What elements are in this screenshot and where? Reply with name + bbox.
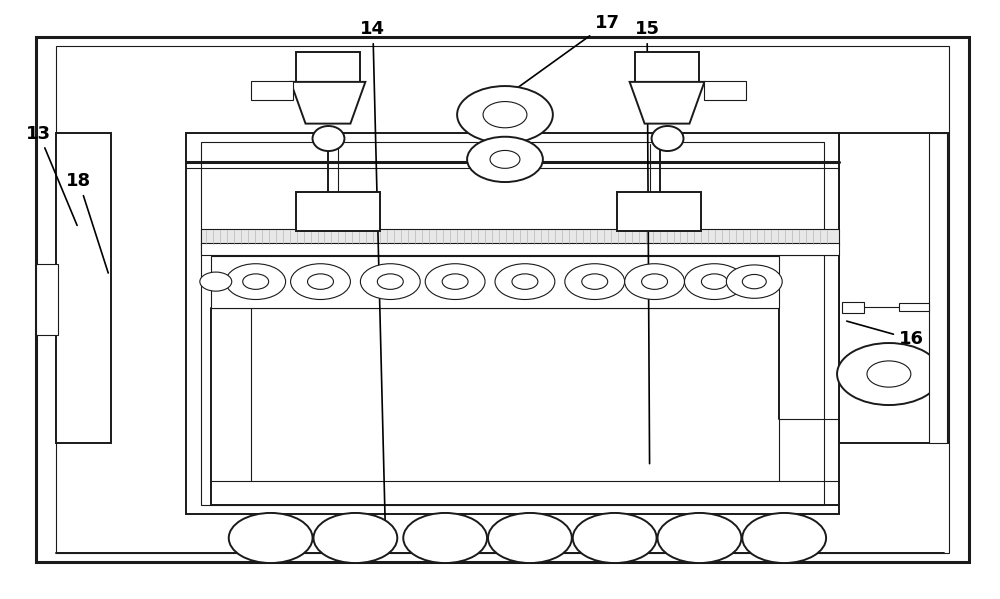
Circle shape [226, 264, 286, 300]
Text: 16: 16 [847, 321, 924, 348]
Bar [201, 243, 839, 255]
Circle shape [243, 274, 269, 289]
Text: 13: 13 [26, 125, 77, 225]
Circle shape [726, 265, 782, 298]
Bar [929, 132, 947, 443]
Circle shape [701, 274, 727, 289]
Circle shape [582, 274, 608, 289]
Ellipse shape [652, 126, 683, 151]
Circle shape [229, 513, 313, 563]
Circle shape [483, 102, 527, 128]
Polygon shape [630, 82, 704, 123]
Text: 14: 14 [360, 20, 385, 527]
Circle shape [495, 264, 555, 300]
Bar [36, 37, 969, 562]
Polygon shape [291, 82, 365, 123]
Ellipse shape [313, 126, 344, 151]
Circle shape [625, 264, 684, 300]
Bar [56, 132, 111, 443]
Text: 15: 15 [635, 20, 660, 464]
Circle shape [403, 513, 487, 563]
Circle shape [377, 274, 403, 289]
Circle shape [642, 274, 668, 289]
Circle shape [490, 150, 520, 168]
Circle shape [488, 513, 572, 563]
Circle shape [742, 274, 766, 289]
Bar [201, 141, 824, 505]
Circle shape [837, 343, 941, 405]
Bar [617, 192, 701, 231]
Circle shape [742, 513, 826, 563]
Bar [296, 52, 360, 82]
Bar [186, 132, 839, 514]
Circle shape [573, 513, 657, 563]
Circle shape [457, 86, 553, 143]
Circle shape [442, 274, 468, 289]
Circle shape [512, 274, 538, 289]
Bar [839, 132, 949, 443]
Circle shape [308, 274, 333, 289]
Circle shape [658, 513, 741, 563]
Bar [56, 46, 949, 553]
Bar [211, 256, 779, 308]
Bar [842, 302, 864, 313]
Circle shape [565, 264, 625, 300]
Bar [704, 81, 746, 100]
Circle shape [425, 264, 485, 300]
Bar [296, 192, 380, 231]
Circle shape [314, 513, 397, 563]
Bar [899, 303, 929, 311]
Circle shape [684, 264, 744, 300]
Circle shape [360, 264, 420, 300]
Text: 17: 17 [507, 14, 620, 95]
Bar [635, 52, 699, 82]
Circle shape [867, 361, 911, 387]
Bar [251, 81, 293, 100]
Bar [36, 264, 58, 335]
Circle shape [467, 137, 543, 182]
Circle shape [291, 264, 350, 300]
Bar [201, 229, 839, 244]
Circle shape [200, 272, 232, 291]
Text: 18: 18 [66, 173, 108, 273]
